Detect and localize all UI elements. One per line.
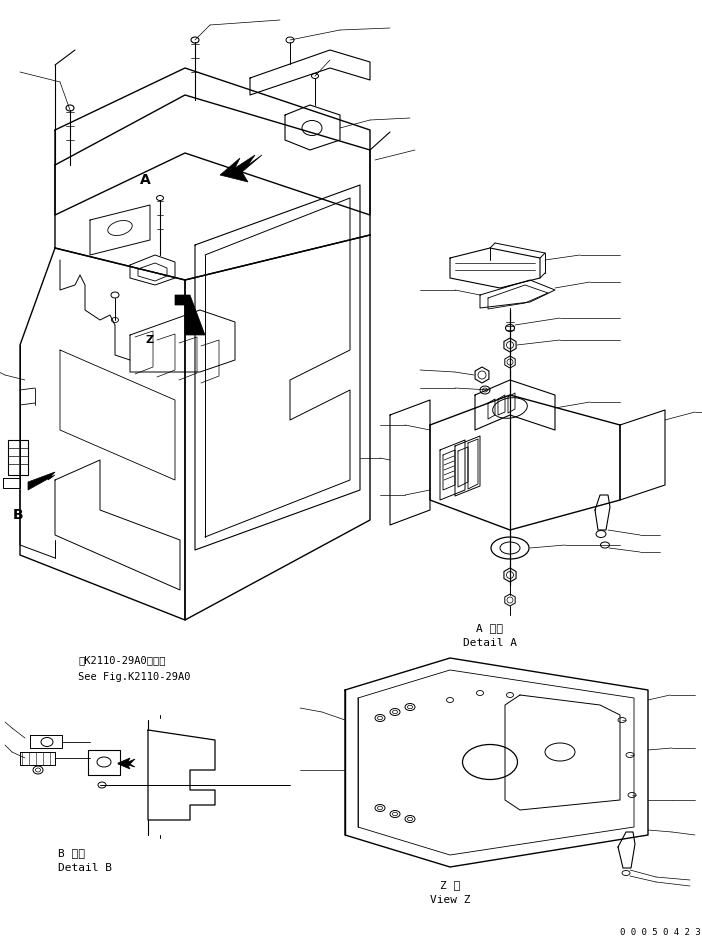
Polygon shape xyxy=(118,758,135,769)
Text: B 詳細: B 詳細 xyxy=(58,848,85,858)
Text: B: B xyxy=(13,508,23,522)
Text: 0 0 0 5 0 4 2 3: 0 0 0 5 0 4 2 3 xyxy=(620,927,701,937)
Text: 第K2110-29A0図参照: 第K2110-29A0図参照 xyxy=(78,655,166,665)
Text: A 詳細: A 詳細 xyxy=(477,623,503,633)
Text: See Fig.K2110-29A0: See Fig.K2110-29A0 xyxy=(78,672,190,682)
Polygon shape xyxy=(175,295,205,335)
Text: View Z: View Z xyxy=(430,895,470,905)
Text: A: A xyxy=(140,173,150,187)
Polygon shape xyxy=(220,155,262,182)
Text: Z: Z xyxy=(146,335,154,345)
Text: Z 視: Z 視 xyxy=(440,880,460,890)
Text: Detail B: Detail B xyxy=(58,863,112,873)
Polygon shape xyxy=(28,472,55,490)
Text: Detail A: Detail A xyxy=(463,638,517,648)
